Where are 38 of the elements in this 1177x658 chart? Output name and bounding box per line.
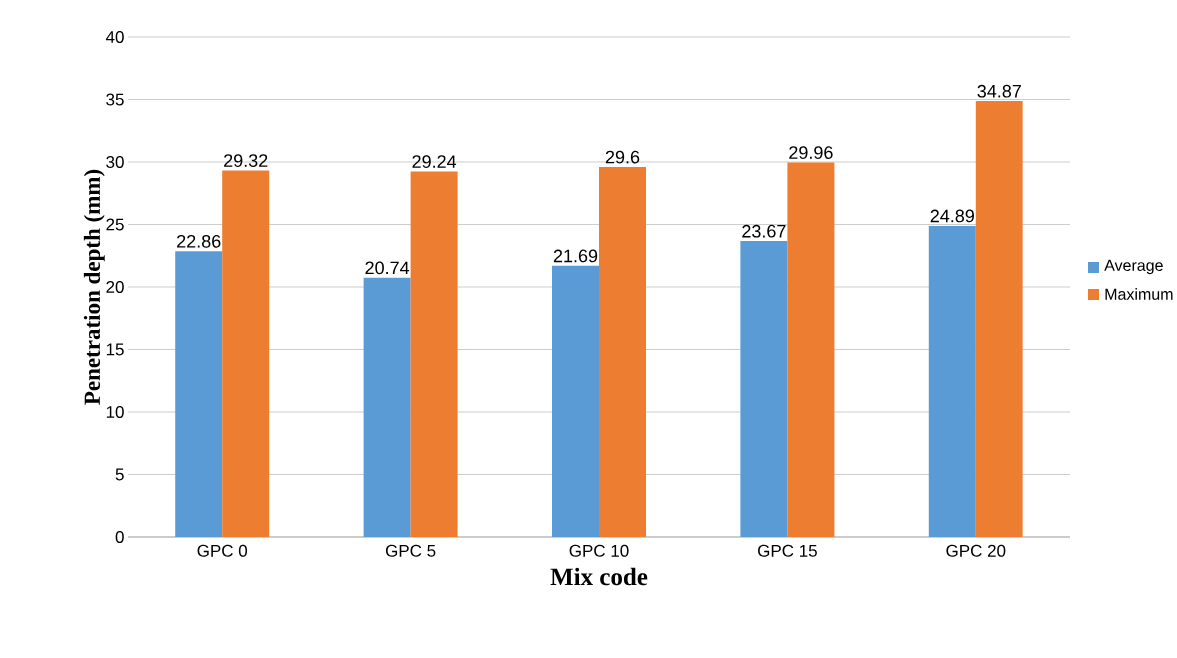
- data-label: 24.89: [930, 209, 974, 223]
- x-tick-label: GPC 5: [385, 544, 436, 557]
- y-tick-label: 0: [115, 530, 124, 544]
- bar: [740, 241, 788, 537]
- data-label: 29.32: [224, 154, 268, 167]
- x-tick-label: GPC 15: [758, 544, 817, 557]
- legend-label: Average: [1104, 259, 1163, 275]
- bar: [175, 251, 223, 537]
- data-label: 22.86: [177, 234, 221, 248]
- y-tick-label: 30: [106, 155, 124, 169]
- data-label: 21.69: [553, 249, 598, 263]
- y-axis-title: Penetration depth (mm): [83, 169, 105, 405]
- x-axis-title: Mix code: [550, 567, 648, 586]
- y-tick-label: 10: [106, 405, 124, 419]
- y-tick-label: 15: [106, 343, 124, 356]
- bar: [599, 166, 646, 537]
- y-tick-label: 25: [106, 218, 124, 231]
- y-tick-label: 35: [106, 93, 124, 106]
- bar: [410, 171, 458, 537]
- bar: [222, 170, 270, 537]
- data-label: 29.24: [412, 155, 457, 168]
- x-tick-label: GPC 10: [569, 544, 629, 557]
- legend-label: Maximum: [1105, 288, 1173, 300]
- data-label: 20.74: [365, 261, 410, 275]
- x-tick-label: GPC 0: [197, 544, 248, 557]
- bar: [975, 101, 1023, 537]
- bar: [928, 225, 976, 537]
- y-tick-label: 20: [106, 280, 124, 294]
- x-tick-label: GPC 20: [946, 544, 1006, 557]
- y-tick-label: 5: [115, 468, 124, 481]
- data-label: 34.87: [977, 84, 1021, 98]
- data-label: 29.96: [789, 146, 833, 159]
- data-label: 23.67: [742, 224, 786, 238]
- y-tick-label: 40: [105, 30, 124, 44]
- data-label: 29.6: [605, 150, 640, 164]
- bar: [552, 265, 599, 537]
- bar: [787, 162, 835, 537]
- bar: [363, 277, 411, 537]
